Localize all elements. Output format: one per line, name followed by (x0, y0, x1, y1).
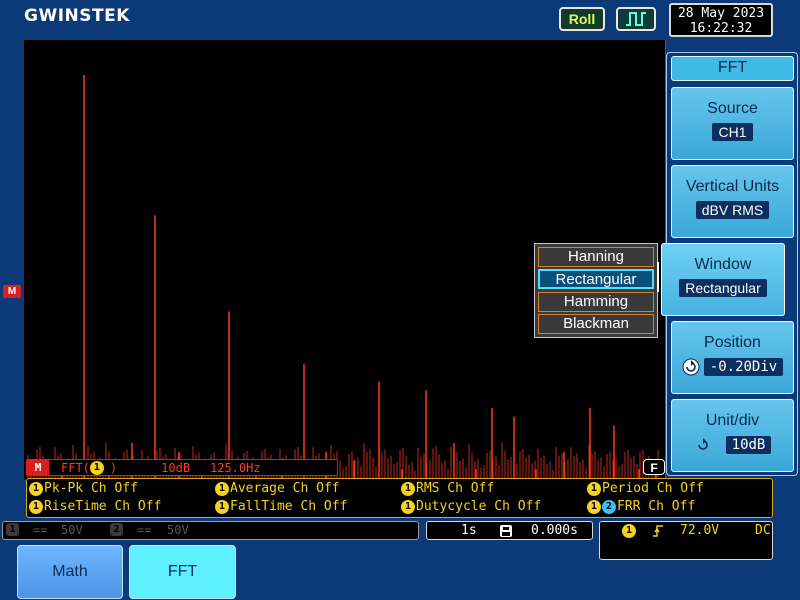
measurement-panel: 1 Pk-Pk Ch Off 1 Average Ch Off 1 RMS Ch Of… (26, 478, 773, 518)
unit-div-value: 10dB (725, 436, 772, 454)
channel1-chip: 1 (29, 499, 43, 514)
window-value: Rectangular (679, 279, 767, 297)
measurement-item[interactable]: 1 RMS Ch Off (401, 481, 494, 496)
channel1-chip: 1 (29, 481, 43, 496)
menu-title: FFT (671, 56, 794, 81)
window-button[interactable]: Window Rectangular (661, 243, 785, 316)
measurement-item[interactable]: 1 Pk-Pk Ch Off (29, 481, 138, 496)
measurement-text: Pk-Pk Ch Off (44, 481, 138, 496)
source-button[interactable]: Source CH1 (671, 87, 794, 160)
h-delay-icon (499, 524, 513, 542)
measurement-item[interactable]: 1 2 FRR Ch Off (587, 499, 695, 514)
window-option-rectangular[interactable]: Rectangular (538, 269, 654, 289)
timebase-text: 1s (461, 523, 477, 538)
window-option-hanning[interactable]: Hanning (538, 247, 654, 267)
channel1-chip[interactable]: 1 (6, 523, 19, 536)
channel1-chip: 1 (215, 481, 229, 496)
trigger-status: 1 72.0V DC (599, 521, 773, 560)
source-value: CH1 (712, 123, 753, 141)
ch1-coupling-text: == (33, 523, 48, 537)
math-position-marker[interactable]: M (3, 285, 21, 298)
rotate-knob-icon (697, 438, 708, 450)
fft-function-close: ) (109, 460, 118, 475)
tab-math[interactable]: Math (17, 545, 123, 599)
channel1-chip: 1 (587, 481, 601, 496)
window-option-blackman[interactable]: Blackman (538, 314, 654, 334)
trigger-coupling-text: DC (755, 523, 771, 538)
time-text: 16:22:32 (689, 21, 753, 36)
ch1-scale-text: 50V (61, 523, 83, 537)
channel2-chip[interactable]: 2 (110, 523, 123, 536)
fft-function-text: FFT( (61, 460, 90, 475)
date-time-display: 28 May 2023 16:22:32 (669, 3, 773, 37)
channel1-chip: 1 (401, 481, 415, 496)
position-button[interactable]: Position -0.20Div (671, 321, 794, 394)
source-label: Source (707, 100, 758, 117)
channel1-chip: 1 (89, 460, 104, 475)
square-pulse-icon[interactable] (616, 7, 656, 31)
unit-div-button[interactable]: Unit/div 10dB (671, 399, 794, 472)
ch2-coupling-text: == (137, 523, 152, 537)
rising-edge-icon (652, 524, 664, 542)
vertical-units-button[interactable]: Vertical Units dBV RMS (671, 165, 794, 238)
measurement-text: Average Ch Off (230, 481, 340, 496)
ch2-scale-text: 50V (167, 523, 189, 537)
channel1-chip: 1 (622, 524, 636, 538)
trigger-level-text: 72.0V (680, 523, 720, 538)
position-value: -0.20Div (703, 358, 784, 376)
measurement-text: Dutycycle Ch Off (416, 499, 542, 514)
math-tag: M (27, 460, 49, 475)
position-label: Position (704, 334, 761, 351)
roll-button[interactable]: Roll (559, 7, 605, 31)
channel1-chip: 1 (401, 499, 415, 514)
tab-fft[interactable]: FFT (129, 545, 236, 599)
window-dropdown: Hanning Rectangular Hamming Blackman (534, 243, 658, 338)
measurement-text: Period Ch Off (602, 481, 704, 496)
channel2-chip: 2 (602, 499, 616, 514)
date-text: 28 May 2023 (677, 6, 765, 21)
fft-scale-text: 10dB (161, 460, 191, 475)
dropdown-connector (657, 262, 665, 292)
channel-status-bar: 1 == 50V 2 == 50V (2, 521, 419, 540)
timebase-status: 1s 0.000s (426, 521, 593, 540)
measurement-text: RMS Ch Off (416, 481, 495, 496)
window-option-hamming[interactable]: Hamming (538, 292, 654, 312)
measurement-text: RiseTime Ch Off (44, 499, 162, 514)
rotate-knob-icon (682, 358, 700, 376)
measurement-item[interactable]: 1 RiseTime Ch Off (29, 499, 161, 514)
measurement-item[interactable]: 1 Period Ch Off (587, 481, 704, 496)
window-label: Window (694, 256, 752, 273)
fft-readout-bar: M FFT( 1 ) 10dB 125.0Hz (26, 459, 338, 476)
vertical-units-label: Vertical Units (685, 178, 780, 195)
measurement-text: FRR Ch Off (617, 499, 696, 514)
delay-text: 0.000s (531, 523, 578, 538)
unit-div-label: Unit/div (705, 412, 760, 429)
f-flag-icon: F (643, 459, 665, 475)
channel1-chip: 1 (215, 499, 229, 514)
vertical-units-value: dBV RMS (695, 201, 770, 219)
measurement-item[interactable]: 1 Dutycycle Ch Off (401, 499, 541, 514)
measurement-item[interactable]: 1 Average Ch Off (215, 481, 340, 496)
fft-frequency-text: 125.0Hz (210, 460, 261, 475)
measurement-text: FallTime Ch Off (230, 499, 348, 514)
brand-logo: GWINSTEK (24, 6, 130, 26)
measurement-item[interactable]: 1 FallTime Ch Off (215, 499, 347, 514)
channel1-chip: 1 (587, 499, 601, 514)
